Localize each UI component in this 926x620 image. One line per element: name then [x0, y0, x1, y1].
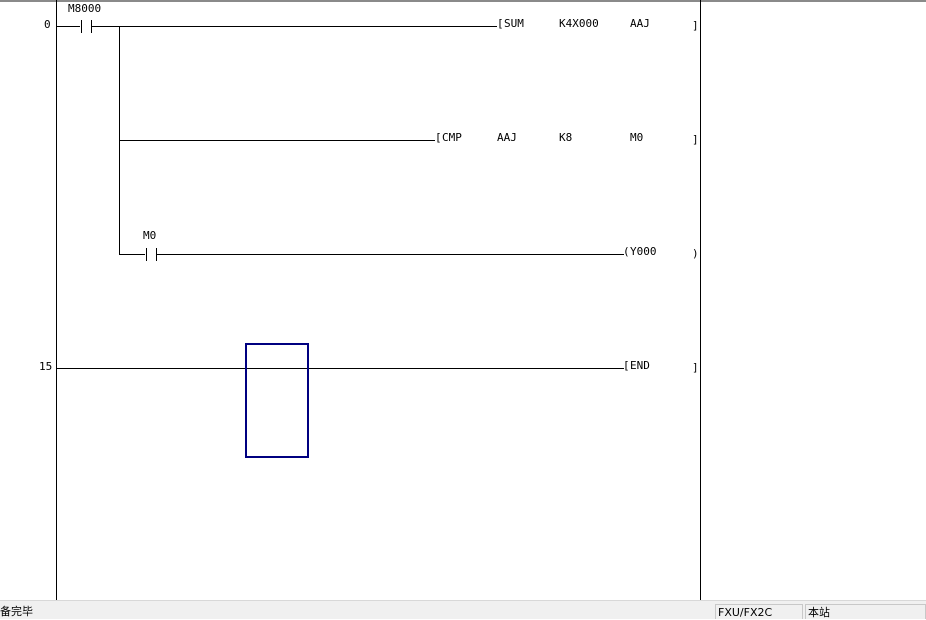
operand[interactable]: M0 — [630, 131, 644, 144]
wire — [56, 26, 80, 27]
step-number: 0 — [44, 18, 51, 31]
operand[interactable]: AAJ — [630, 17, 650, 30]
instruction-cmp[interactable]: CMP — [442, 131, 462, 144]
status-message: 备完毕 — [0, 605, 33, 618]
end-instruction[interactable]: END — [630, 359, 650, 372]
edit-cursor — [245, 343, 309, 458]
station: 本站 — [805, 604, 926, 619]
instruction-sum[interactable]: SUM — [504, 17, 524, 30]
step-number: 15 — [39, 360, 53, 373]
contact-icon[interactable] — [81, 20, 82, 33]
contact-label: M8000 — [68, 2, 102, 15]
contact-icon[interactable] — [146, 248, 147, 261]
right-power-rail — [700, 0, 701, 600]
plc-type: FXU/FX2C — [715, 604, 803, 619]
wire — [91, 26, 497, 27]
status-bar: 备完毕 FXU/FX2C 本站 — [0, 600, 926, 619]
operand[interactable]: K8 — [559, 131, 573, 144]
wire — [56, 368, 624, 369]
top-border — [0, 0, 926, 2]
wire — [119, 254, 145, 255]
contact-label: M0 — [143, 229, 157, 242]
operand[interactable]: K4X000 — [559, 17, 599, 30]
wire — [156, 254, 624, 255]
left-power-rail — [56, 0, 57, 600]
wire — [119, 140, 435, 141]
operand[interactable]: AAJ — [497, 131, 517, 144]
coil[interactable]: Y000 — [630, 245, 657, 258]
